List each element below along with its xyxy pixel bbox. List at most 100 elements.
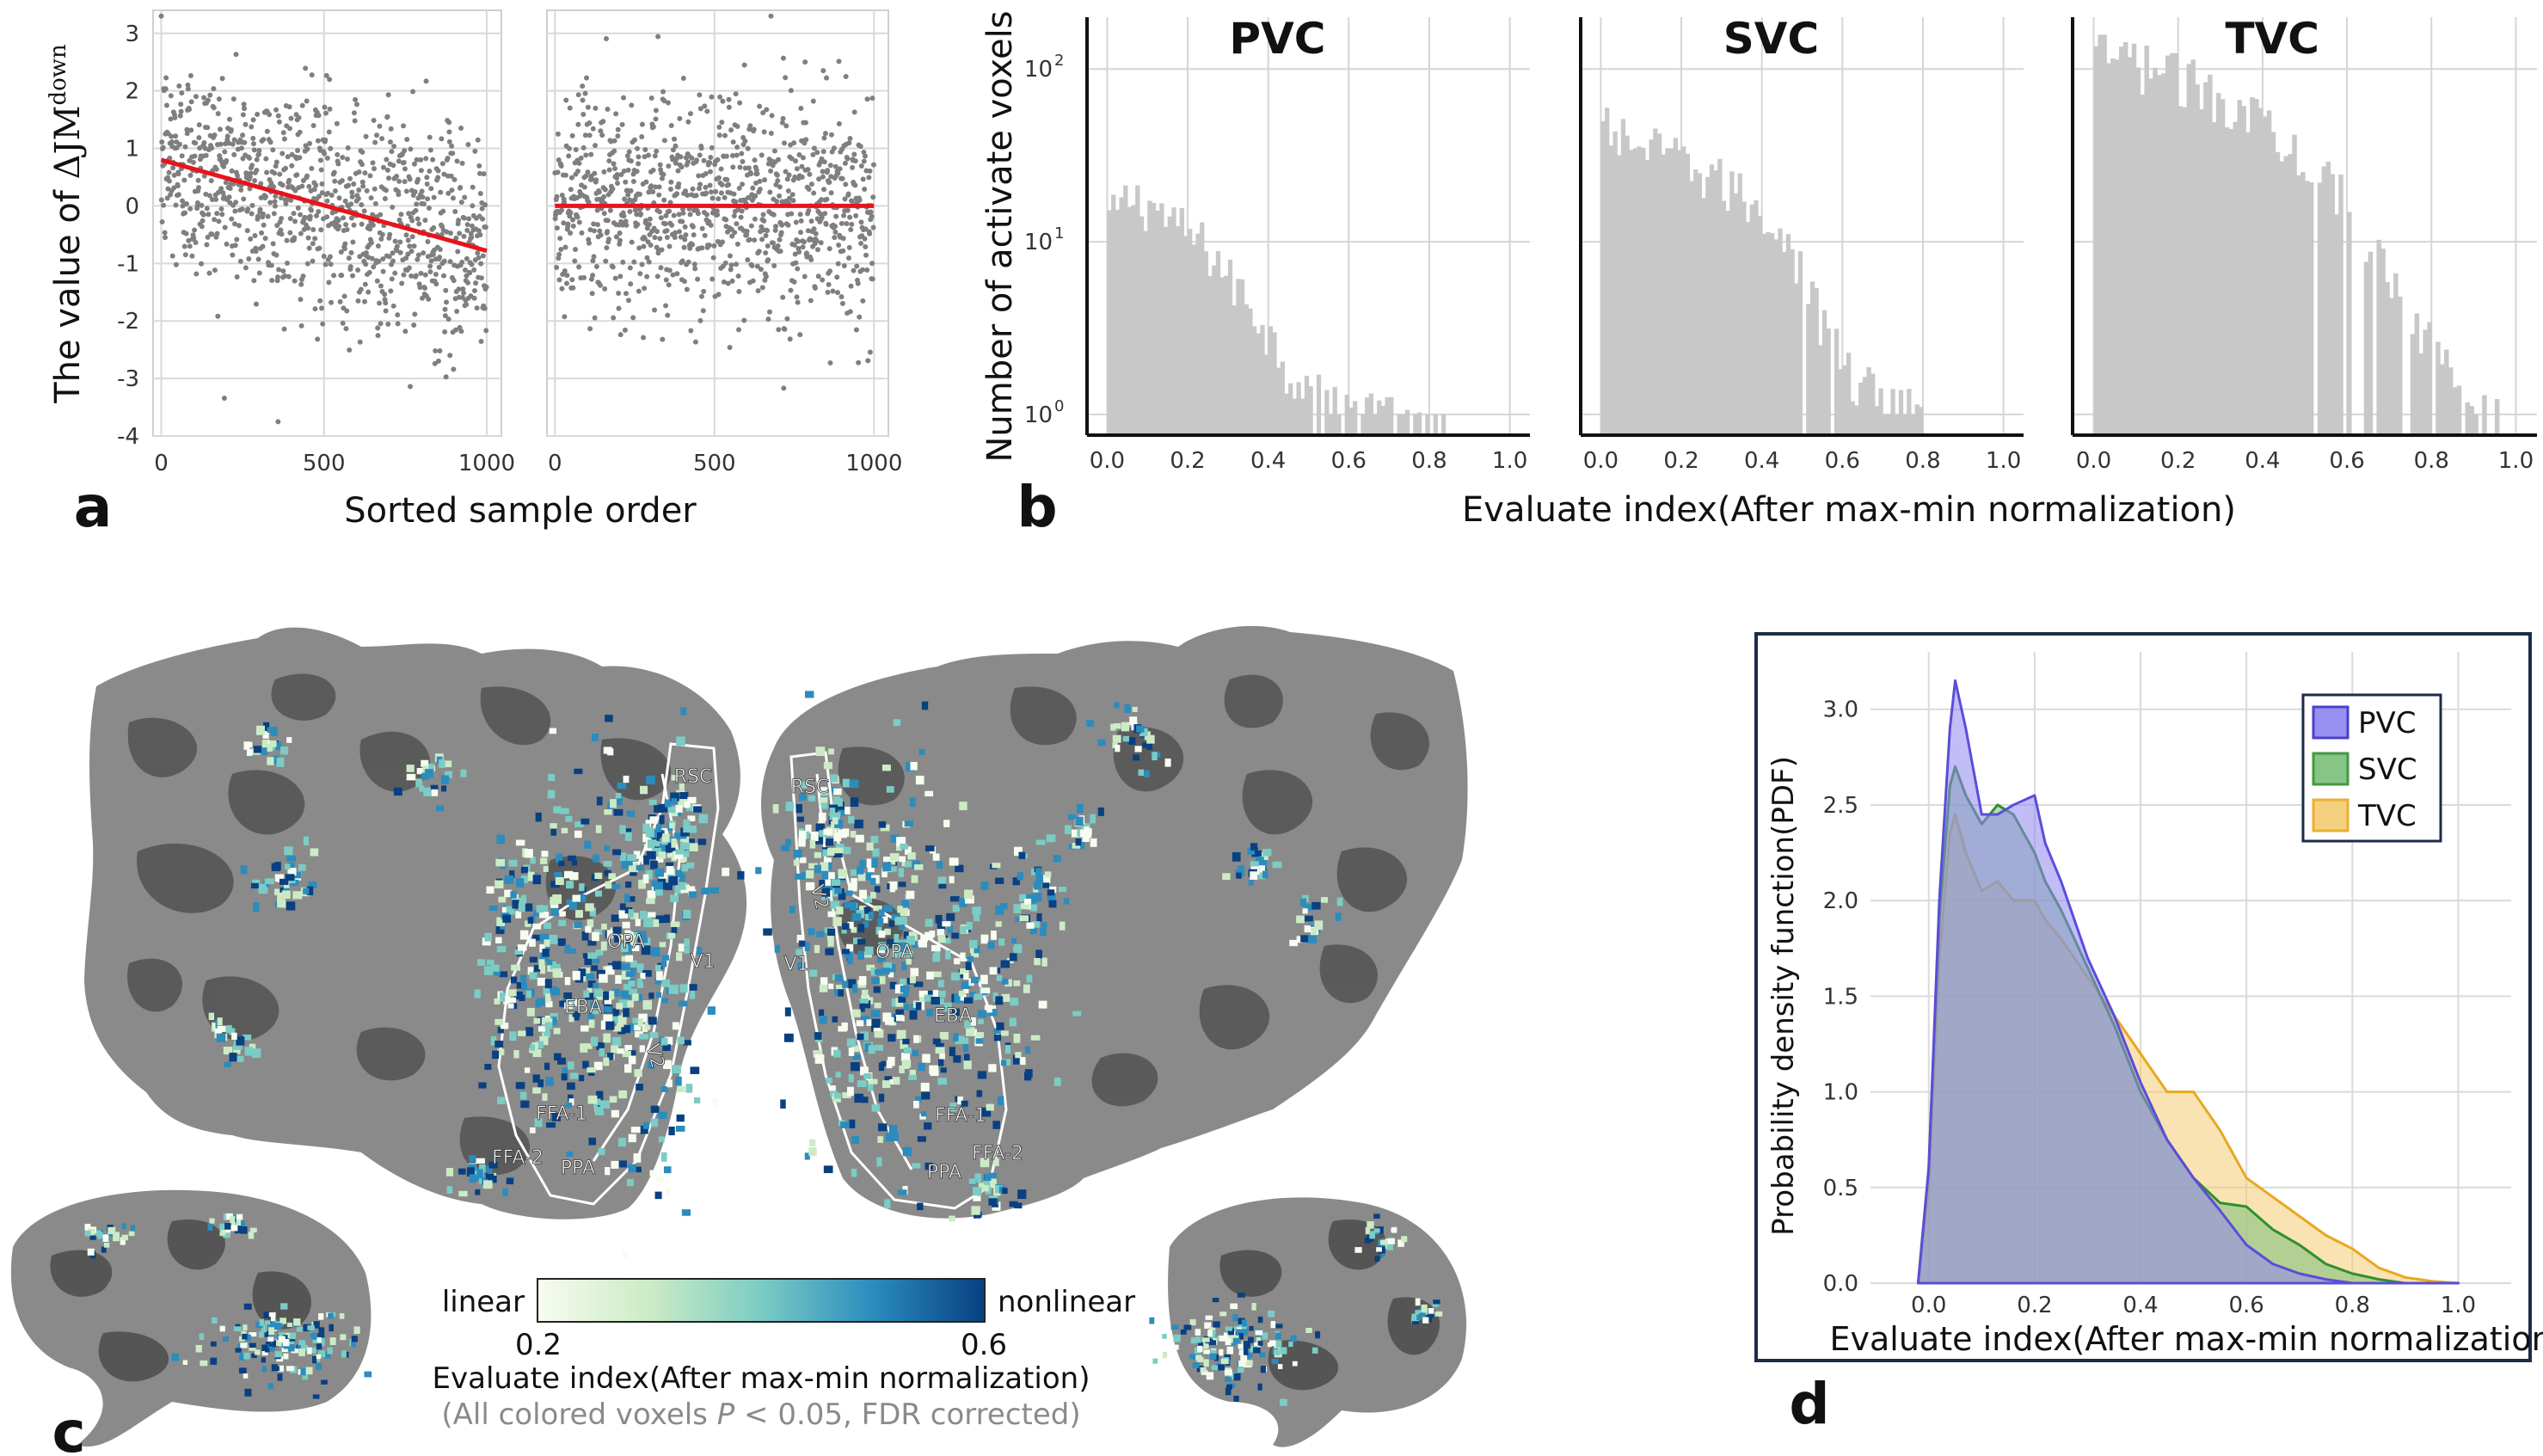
voxel (537, 1026, 545, 1032)
voxel (1189, 1354, 1194, 1360)
scatter-point (375, 333, 381, 339)
scatter-point (627, 208, 633, 214)
scatter-point (835, 261, 841, 267)
voxel (848, 1073, 854, 1083)
scatter-point (307, 213, 313, 219)
scatter-point (305, 235, 311, 241)
scatter-point (607, 207, 613, 213)
voxel (654, 977, 661, 985)
voxel (259, 1318, 265, 1326)
scatter-point (375, 325, 381, 331)
voxel (909, 797, 916, 808)
scatter-point (328, 261, 334, 267)
voxel (712, 1097, 719, 1107)
voxel (654, 868, 665, 877)
voxel (593, 1061, 603, 1071)
scatter-point (687, 245, 693, 251)
scatter-point (343, 326, 349, 332)
voxel (223, 1232, 230, 1238)
voxel (267, 1346, 275, 1353)
scatter-point (283, 200, 289, 206)
voxel (240, 1226, 248, 1234)
voxel (1230, 1303, 1238, 1310)
voxel (555, 876, 564, 885)
voxel (1097, 739, 1106, 746)
voxel (834, 888, 843, 894)
scatter-point (696, 173, 702, 179)
voxel (908, 1074, 917, 1080)
voxel (906, 890, 915, 900)
voxel (943, 820, 950, 827)
scatter-point (604, 245, 610, 251)
histogram-bar (2452, 387, 2458, 435)
voxel (625, 971, 635, 977)
voxel (1241, 1327, 1249, 1336)
scatter-point (474, 305, 480, 311)
scatter-point (666, 282, 672, 288)
voxel (502, 1188, 508, 1197)
voxel (935, 914, 943, 924)
scatter-point (270, 147, 276, 153)
voxel (653, 918, 660, 927)
voxel (961, 925, 967, 933)
voxel (592, 958, 600, 964)
histogram-bar (2494, 398, 2500, 435)
voxel (120, 1237, 126, 1245)
histogram-bar (1195, 233, 1201, 435)
voxel (600, 1020, 610, 1030)
voxel (856, 1020, 864, 1027)
voxel (1013, 980, 1021, 986)
voxel (581, 931, 589, 941)
voxel (539, 944, 545, 953)
voxel (662, 1044, 671, 1051)
histogram-bar (1365, 397, 1370, 435)
histogram-bar (1373, 414, 1378, 435)
hist-y-tick-exp-2: 2 (1054, 52, 1064, 70)
voxel (898, 996, 906, 1003)
scatter-point (849, 198, 855, 204)
x-tick-label-right-1: 500 (693, 451, 736, 476)
scatter-point (377, 123, 383, 129)
scatter-point (826, 246, 832, 252)
voxel (842, 778, 851, 788)
voxel (963, 1054, 970, 1061)
y-tick-label-4: -1 (117, 251, 139, 277)
voxel (594, 1106, 605, 1115)
voxel (937, 1078, 948, 1085)
scatter-point (736, 288, 742, 294)
voxel (623, 984, 631, 991)
scatter-point (668, 123, 674, 129)
scatter-point (360, 183, 366, 189)
scatter-point (193, 94, 199, 100)
voxel (676, 736, 685, 746)
voxel (545, 1077, 554, 1086)
histogram-bar (1653, 128, 1658, 436)
scatter-point (218, 141, 224, 147)
voxel (587, 1012, 594, 1022)
scatter-point (623, 179, 629, 185)
scatter-point (864, 96, 870, 102)
voxel (592, 931, 599, 942)
scatter-point (586, 200, 592, 206)
scatter-point (462, 267, 468, 273)
scatter-point (672, 234, 678, 240)
histogram-bar (1425, 414, 1430, 435)
voxel (654, 1191, 662, 1200)
voxel (849, 1119, 856, 1128)
voxel (854, 820, 863, 829)
voxel (1035, 839, 1046, 845)
voxel (540, 944, 550, 952)
scatter-point (179, 90, 185, 96)
voxel (1067, 814, 1077, 820)
voxel (671, 926, 678, 934)
scatter-point (644, 273, 650, 280)
scatter-point (746, 194, 752, 200)
voxel (130, 1225, 135, 1233)
scatter-point (667, 186, 673, 192)
voxel (601, 924, 607, 930)
scatter-point (573, 147, 579, 153)
roi-label-v1: V1 (690, 951, 715, 973)
voxel (844, 951, 853, 958)
voxel (539, 912, 550, 918)
scatter-point (220, 190, 226, 196)
